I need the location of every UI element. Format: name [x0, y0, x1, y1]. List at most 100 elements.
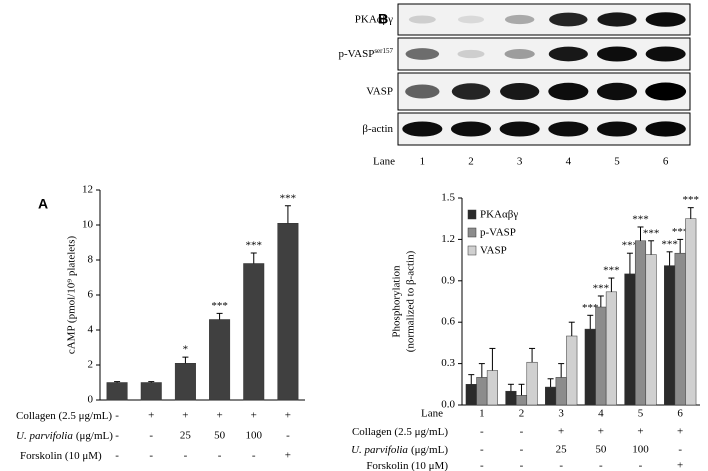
- y-tick-label: 4: [88, 324, 94, 336]
- treatment-value: 50: [595, 444, 607, 456]
- significance: ***: [582, 302, 599, 314]
- treatment-label-part: U. parvifolia: [351, 444, 408, 456]
- significance: ***: [661, 238, 678, 250]
- treatment-value: -: [149, 430, 153, 442]
- bar: [243, 263, 265, 401]
- treatment-value: 50: [214, 430, 226, 442]
- blot-band: [596, 121, 638, 137]
- blot-band: [596, 46, 638, 62]
- bar: [505, 390, 517, 406]
- y-tick-label: 0.0: [441, 399, 455, 411]
- treatment-value: -: [520, 444, 524, 456]
- blot-box: [397, 3, 691, 36]
- treatment-value: -: [115, 430, 119, 442]
- bar: [209, 319, 231, 401]
- blot-band: [548, 46, 588, 62]
- bar: [555, 377, 567, 406]
- legend-label: VASP: [480, 245, 507, 257]
- bar: [566, 335, 578, 406]
- lane-number: 1: [420, 156, 426, 168]
- y-tick-label: 2: [88, 359, 94, 371]
- treatment-value: +: [677, 426, 683, 438]
- bar: [174, 363, 196, 401]
- blot-band: [457, 15, 485, 24]
- blot-band: [451, 83, 491, 100]
- blot-box: [397, 37, 691, 71]
- y-tick-label: 1.5: [441, 192, 455, 204]
- significance: ***: [593, 283, 610, 295]
- treatment-value: +: [285, 450, 291, 462]
- significance: ***: [643, 227, 660, 239]
- bar: [476, 377, 488, 406]
- treatment-label: Forskolin (10 μM): [366, 460, 448, 471]
- blot-box: [397, 112, 691, 146]
- blot-band: [450, 121, 492, 137]
- x-tick-label: 4: [598, 408, 604, 420]
- treatment-value: -: [115, 450, 119, 462]
- x-tick-label: 6: [677, 408, 683, 420]
- blot-band: [645, 46, 686, 62]
- treatment-value: -: [115, 410, 119, 422]
- significance: ***: [622, 240, 639, 252]
- treatment-value: -: [678, 444, 682, 456]
- panel-label: B: [378, 11, 388, 27]
- blot-band: [499, 121, 540, 137]
- lane-number: 2: [468, 156, 474, 168]
- treatment-label: U. parvifolia (μg/mL): [351, 444, 448, 456]
- y-tick-label: 6: [88, 289, 94, 301]
- treatment-value: -: [480, 460, 484, 471]
- significance: ***: [280, 192, 297, 204]
- bar: [526, 361, 538, 406]
- treatment-value: -: [480, 444, 484, 456]
- y-tick-label: 0.6: [441, 316, 455, 328]
- blot-band: [645, 12, 686, 27]
- blot-row-label-part: ser157: [374, 47, 393, 55]
- blot-row-label-part: VASP: [366, 85, 393, 97]
- bar: [595, 306, 607, 406]
- blot-row-label: PKAαβγ: [355, 13, 393, 25]
- blot-band: [500, 83, 540, 100]
- blot-row-label-part: PKAαβγ: [355, 13, 393, 25]
- blot-row-label-part: p-VASP: [338, 48, 374, 60]
- treatment-label-part: Collagen (2.5 μg/mL): [16, 410, 112, 422]
- bar: [685, 218, 697, 406]
- x-tick-label: 2: [519, 408, 525, 420]
- treatment-value: +: [182, 410, 188, 422]
- y-tick-label: 8: [88, 254, 94, 266]
- treatment-value: +: [251, 410, 257, 422]
- bar: [140, 382, 162, 401]
- bar: [545, 386, 557, 406]
- treatment-value: -: [559, 460, 563, 471]
- blot-band: [405, 84, 440, 99]
- blot-band: [504, 49, 535, 59]
- blot-row-label: p-VASPser157: [338, 47, 393, 60]
- blot-band: [645, 121, 686, 137]
- lane-number: 3: [517, 156, 523, 168]
- x-tick-label: 3: [558, 408, 564, 420]
- y-axis-label: cAMP (pmol/10⁹ platelets): [66, 236, 78, 355]
- bar: [515, 395, 528, 406]
- treatment-value: -: [184, 450, 188, 462]
- treatment-value: +: [598, 426, 604, 438]
- bar: [645, 254, 657, 406]
- lane-number: 6: [663, 156, 669, 168]
- treatment-value: +: [558, 426, 564, 438]
- significance: ***: [246, 240, 263, 252]
- treatment-value: +: [216, 410, 222, 422]
- treatment-value: -: [520, 426, 524, 438]
- lane-number: 5: [614, 156, 620, 168]
- treatment-value: -: [599, 460, 603, 471]
- significance: ***: [211, 300, 228, 312]
- y-tick-label: 1.2: [441, 233, 455, 245]
- bar: [584, 328, 596, 406]
- treatment-label-part: (μg/mL): [411, 444, 448, 456]
- blot-row-label: β-actin: [362, 123, 393, 135]
- treatment-label-part: Forskolin (10 μM): [20, 450, 102, 462]
- blot-band: [596, 82, 638, 101]
- panel-label: A: [38, 196, 48, 212]
- bar: [624, 273, 636, 406]
- blot-box: [397, 72, 691, 111]
- treatment-label-part: U. parvifolia: [16, 430, 73, 442]
- treatment-value: 25: [556, 444, 568, 456]
